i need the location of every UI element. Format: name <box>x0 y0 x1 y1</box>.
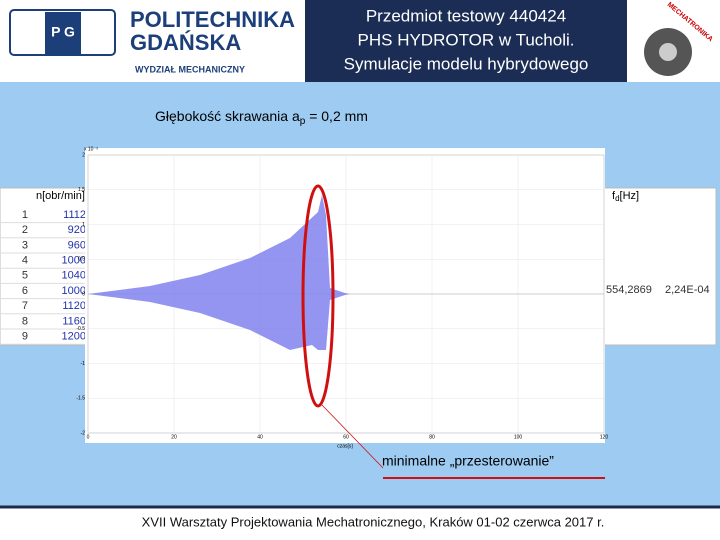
footer-text: XVII Warsztaty Projektowania Mechatronic… <box>142 514 605 529</box>
row-index: 2 <box>22 224 28 236</box>
x-axis-label: czas[s] <box>337 443 353 449</box>
signal <box>88 195 350 350</box>
x-tick-label: 60 <box>343 434 349 440</box>
label-text: Głębokość skrawania a <box>155 108 300 124</box>
row-value: 1040 <box>62 270 86 282</box>
y-tick-label: 2 <box>82 152 85 158</box>
x-tick-label: 0 <box>87 434 90 440</box>
row-value: 1160 <box>62 315 86 327</box>
university-logo: P G <box>9 9 116 56</box>
y-tick-label: -2 <box>81 430 86 436</box>
table-header: fd[Hz] <box>612 190 639 203</box>
footer-band <box>0 506 720 540</box>
row-value: 960 <box>68 239 86 251</box>
y-tick-label: -1 <box>81 361 86 367</box>
label-rest: = 0,2 mm <box>305 108 368 124</box>
table-cell: 2,24E-04 <box>665 284 710 296</box>
h-text: f <box>612 190 616 202</box>
title-line: PHS HYDROTOR w Tucholi. <box>358 30 575 49</box>
row-value: 920 <box>68 224 86 236</box>
table-right <box>603 187 717 346</box>
row-index: 5 <box>22 270 28 282</box>
y-tick-label: 1 <box>82 222 85 228</box>
y-exponent: x 10⁻³ <box>84 146 98 152</box>
row-value: 1112 <box>63 209 86 221</box>
row-index: 4 <box>22 255 28 267</box>
row-index: 1 <box>22 209 28 221</box>
label-sub: p <box>300 116 306 127</box>
row-index: 9 <box>22 331 28 343</box>
faculty: WYDZIAŁ MECHANICZNY <box>135 64 245 74</box>
h-sub: d <box>615 194 619 203</box>
annotation: minimalne „przesterowanie” <box>382 453 554 469</box>
row-value: 1000 <box>62 255 86 267</box>
university-name: GDAŃSKA <box>130 30 241 55</box>
depth-label: Głębokość skrawania ap = 0,2 mm <box>155 108 368 127</box>
row-index: 8 <box>22 315 28 327</box>
row-index: 3 <box>22 239 28 251</box>
row-value: 1120 <box>62 300 86 312</box>
table-left <box>0 187 89 346</box>
table-header: n[obr/min] <box>36 190 85 202</box>
x-tick-label: 80 <box>429 434 435 440</box>
y-tick-label: 0.5 <box>78 257 85 263</box>
row-index: 7 <box>22 300 28 312</box>
row-value: 1000 <box>62 285 86 297</box>
y-tick-label: 1.5 <box>78 187 85 193</box>
y-tick-label: -1.5 <box>76 396 85 402</box>
x-tick-label: 40 <box>257 434 263 440</box>
annotation-pointer <box>321 404 384 469</box>
svg-text:P G: P G <box>51 24 75 40</box>
row-index: 6 <box>22 285 28 297</box>
x-tick-label: 100 <box>514 434 523 440</box>
y-tick-label: 0 <box>82 291 85 297</box>
title-box <box>305 0 627 82</box>
highlight-ellipse <box>301 184 335 408</box>
row-value: 1200 <box>62 331 86 343</box>
title-line: Przedmiot testowy 440424 <box>366 6 566 25</box>
h-rest: [Hz] <box>620 190 640 202</box>
x-tick-label: 120 <box>600 434 609 440</box>
title-line: Symulacje modelu hybrydowego <box>344 54 589 73</box>
x-tick-label: 20 <box>171 434 177 440</box>
table-cell: 554,2869 <box>606 284 652 296</box>
university-name: POLITECHNIKA <box>130 7 295 32</box>
y-tick-label: -0.5 <box>76 326 85 332</box>
